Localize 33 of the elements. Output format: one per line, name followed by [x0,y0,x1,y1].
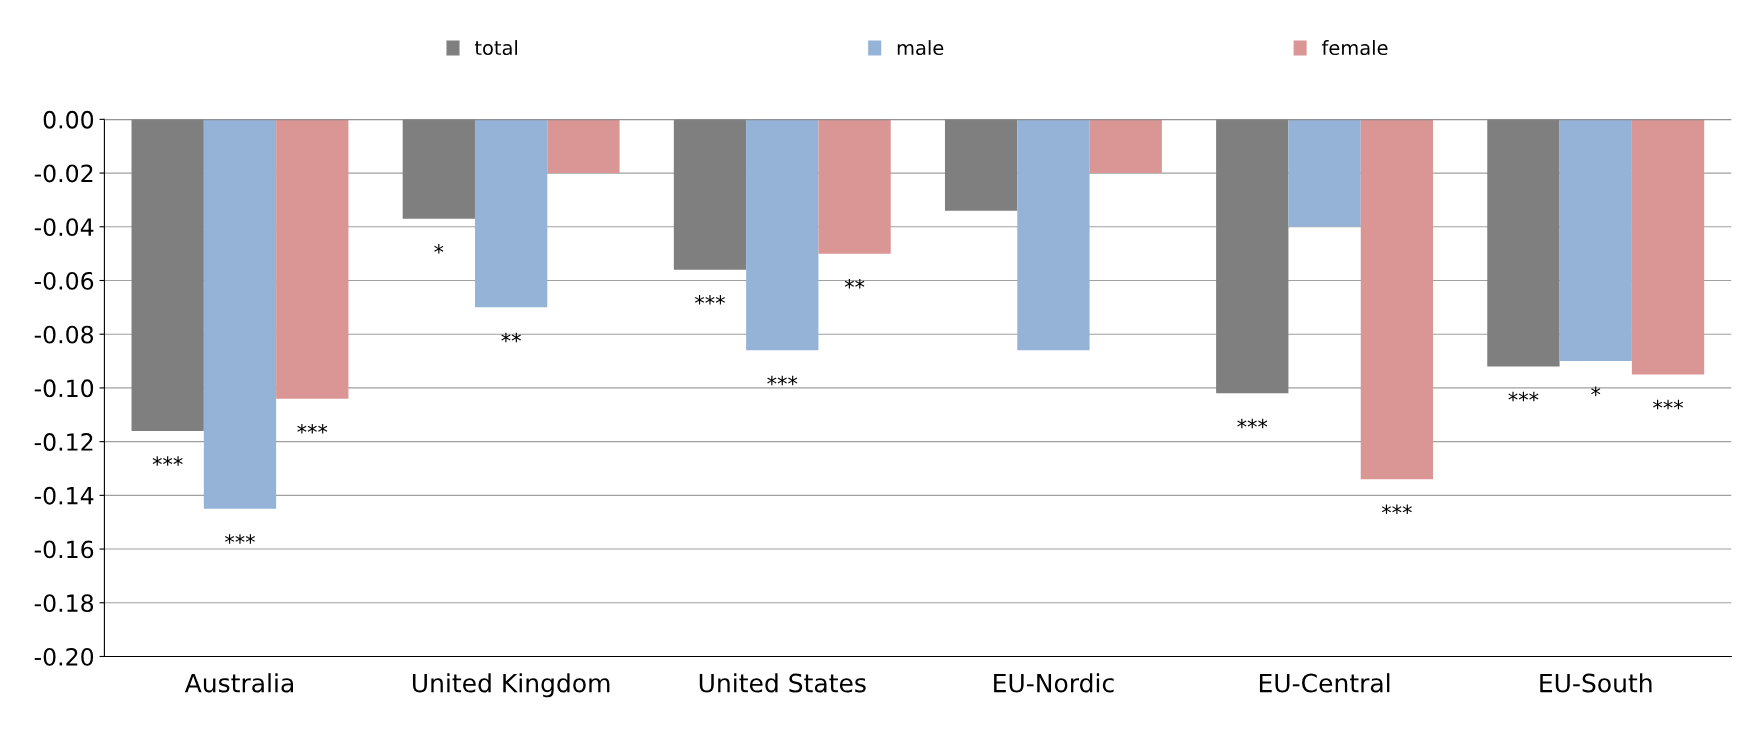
y-tick-label: -0.08 [34,325,94,344]
y-tick-label: -0.06 [34,271,94,290]
y-tick-label: -0.04 [34,218,94,237]
legend-label: male [897,40,944,56]
data-label: *** [767,375,798,386]
data-label: * [1591,386,1601,396]
data-label: *** [297,424,328,434]
data-label: * [434,244,444,254]
y-tick-label: -0.14 [34,486,94,505]
data-label: *** [694,295,725,305]
legend-label: female [1321,40,1388,56]
data-label: *** [1381,504,1412,515]
data-label: *** [1237,418,1268,429]
x-tick-label: United States [699,673,866,693]
x-tick-label: United Kingdom [412,673,610,698]
y-tick-label: -0.02 [34,164,93,183]
data-label: *** [1653,399,1684,410]
y-tick-label: -0.16 [34,540,94,559]
x-tick-label: Australia [184,673,293,693]
y-tick-label: -0.18 [34,594,94,613]
x-tick-label: EU-Central [1259,673,1390,693]
y-tick-label: -0.20 [34,647,94,666]
data-label: ** [844,279,865,289]
y-tick-label: 0.00 [43,110,94,129]
x-tick-label: EU-South [1540,673,1652,693]
data-label: *** [224,534,255,544]
data-label: *** [152,456,183,466]
data-label: ** [501,332,521,343]
x-tick-label: EU-Nordic [994,673,1114,693]
y-tick-label: -0.10 [34,379,94,398]
data-label: *** [1508,391,1539,402]
legend-label: total [474,40,518,56]
y-tick-label: -0.12 [34,433,93,451]
